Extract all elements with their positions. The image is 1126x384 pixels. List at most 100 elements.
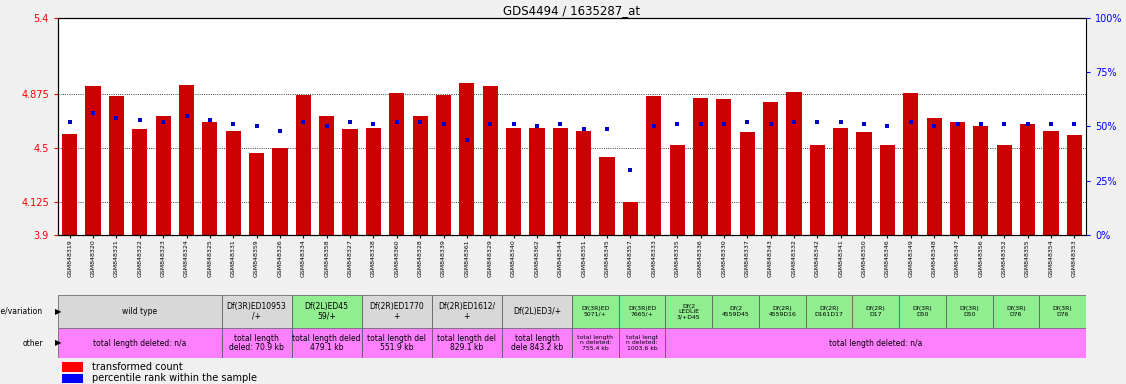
Bar xyxy=(412,116,428,235)
Bar xyxy=(670,145,685,235)
Bar xyxy=(431,328,502,358)
Text: transformed count: transformed count xyxy=(92,362,182,372)
Bar xyxy=(946,295,992,328)
Point xyxy=(528,123,546,129)
Point xyxy=(294,119,312,125)
Point xyxy=(598,126,616,132)
Bar xyxy=(506,128,521,235)
Point xyxy=(435,121,453,127)
Bar xyxy=(997,145,1012,235)
Bar xyxy=(222,328,292,358)
Bar xyxy=(431,295,502,328)
Text: ▶: ▶ xyxy=(55,307,62,316)
Point xyxy=(1042,121,1060,127)
Point xyxy=(761,121,779,127)
Text: Df(3R)
D50: Df(3R) D50 xyxy=(912,306,932,317)
Bar xyxy=(155,116,171,235)
Point xyxy=(972,121,990,127)
Text: percentile rank within the sample: percentile rank within the sample xyxy=(92,373,257,383)
Bar xyxy=(62,134,78,235)
Text: Df(2R)
D17: Df(2R) D17 xyxy=(866,306,886,317)
Bar xyxy=(529,128,545,235)
Point xyxy=(365,121,383,127)
Bar xyxy=(712,295,759,328)
Point xyxy=(808,119,826,125)
Point xyxy=(715,121,733,127)
Title: GDS4494 / 1635287_at: GDS4494 / 1635287_at xyxy=(503,4,641,17)
Point xyxy=(948,121,966,127)
Bar xyxy=(973,126,989,235)
Text: Df(2
4559D45: Df(2 4559D45 xyxy=(722,306,750,317)
Point xyxy=(995,121,1013,127)
Point xyxy=(224,121,242,127)
Bar xyxy=(740,132,754,235)
Bar xyxy=(361,328,431,358)
Point xyxy=(248,123,266,129)
Bar xyxy=(319,116,334,235)
Text: wild type: wild type xyxy=(123,307,158,316)
Text: total lengt
n deleted:
1003.6 kb: total lengt n deleted: 1003.6 kb xyxy=(626,335,659,351)
Point xyxy=(645,123,663,129)
Text: Df(3R)
D50: Df(3R) D50 xyxy=(959,306,978,317)
Text: Df(3R)ED10953
/+: Df(3R)ED10953 /+ xyxy=(226,302,286,321)
Bar xyxy=(292,295,361,328)
Bar xyxy=(292,328,361,358)
Text: Df(3R)
D76: Df(3R) D76 xyxy=(1006,306,1026,317)
Text: total length deled
479.1 kb: total length deled 479.1 kb xyxy=(293,334,361,353)
Text: ▶: ▶ xyxy=(55,339,62,348)
Point xyxy=(902,119,920,125)
Bar xyxy=(502,328,572,358)
Bar xyxy=(225,131,241,235)
Text: Df(2
LEDLiE
3/+D45: Df(2 LEDLiE 3/+D45 xyxy=(677,304,700,319)
Bar xyxy=(390,93,404,235)
Point xyxy=(855,121,873,127)
Text: Df(3R)
D76: Df(3R) D76 xyxy=(1053,306,1072,317)
Point xyxy=(739,119,757,125)
Point xyxy=(131,117,149,123)
Bar xyxy=(572,295,618,328)
Point xyxy=(622,167,640,173)
Bar xyxy=(436,95,452,235)
Point xyxy=(341,119,359,125)
Bar xyxy=(692,98,708,235)
Point xyxy=(271,128,289,134)
Bar xyxy=(805,295,852,328)
Bar xyxy=(249,152,265,235)
Bar xyxy=(899,295,946,328)
Text: Df(2R)ED1612/
+: Df(2R)ED1612/ + xyxy=(438,302,495,321)
Bar xyxy=(459,83,474,235)
Point xyxy=(84,111,102,117)
Bar xyxy=(763,102,778,235)
Bar xyxy=(618,328,665,358)
Bar xyxy=(361,295,431,328)
Point xyxy=(481,121,499,127)
Point xyxy=(154,119,172,125)
Point xyxy=(832,119,850,125)
Bar xyxy=(502,295,572,328)
Text: total length
deled: 70.9 kb: total length deled: 70.9 kb xyxy=(230,334,284,353)
Text: total length
dele 843.2 kb: total length dele 843.2 kb xyxy=(511,334,563,353)
Bar xyxy=(665,295,712,328)
Point xyxy=(785,119,803,125)
Bar xyxy=(1039,295,1085,328)
Point xyxy=(1019,121,1037,127)
Bar xyxy=(179,84,194,235)
Bar xyxy=(59,295,222,328)
Point xyxy=(691,121,709,127)
Bar xyxy=(950,122,965,235)
Text: total length del
829.1 kb: total length del 829.1 kb xyxy=(437,334,497,353)
Bar xyxy=(1044,131,1058,235)
Bar xyxy=(62,362,83,372)
Text: other: other xyxy=(23,339,43,348)
Bar xyxy=(810,145,825,235)
Text: total length deleted: n/a: total length deleted: n/a xyxy=(93,339,187,348)
Bar xyxy=(618,295,665,328)
Text: Df(2L)ED45
59/+: Df(2L)ED45 59/+ xyxy=(305,302,349,321)
Text: Df(3R)ED
5071/+: Df(3R)ED 5071/+ xyxy=(581,306,609,317)
Bar xyxy=(646,96,661,235)
Bar xyxy=(599,157,615,235)
Bar xyxy=(786,92,802,235)
Bar xyxy=(59,328,222,358)
Bar xyxy=(203,122,217,235)
Point xyxy=(552,121,570,127)
